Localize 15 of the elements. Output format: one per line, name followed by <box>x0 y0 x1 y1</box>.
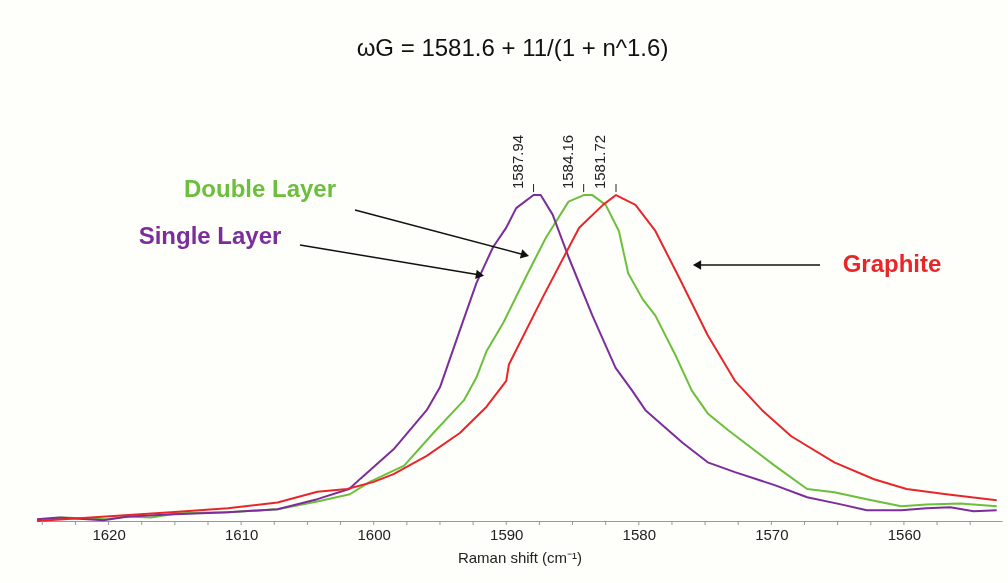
x-tick-label: 1560 <box>887 525 922 543</box>
text: Single Layer <box>138 222 282 249</box>
x-tick-label: 1570 <box>755 525 789 543</box>
chart-title: ωG = 1581.6 + 11/(1 + n^1.6) <box>356 34 669 61</box>
x-tick-label: 1600 <box>357 525 391 543</box>
annotation: 1581.72 <box>591 134 608 190</box>
annotation: 1584.16 <box>558 134 576 190</box>
x-tick-label: 1610 <box>224 525 259 543</box>
x-tick-label: 1620 <box>92 525 126 543</box>
x-tick-label: 1590 <box>490 525 524 543</box>
text: Double Layer <box>183 175 337 202</box>
x-axis-title: Raman shift (cm⁻¹) <box>457 548 583 566</box>
text: Graphite <box>842 250 942 277</box>
x-tick-label: 1580 <box>622 525 656 543</box>
annotation: 1587.94 <box>508 134 526 190</box>
